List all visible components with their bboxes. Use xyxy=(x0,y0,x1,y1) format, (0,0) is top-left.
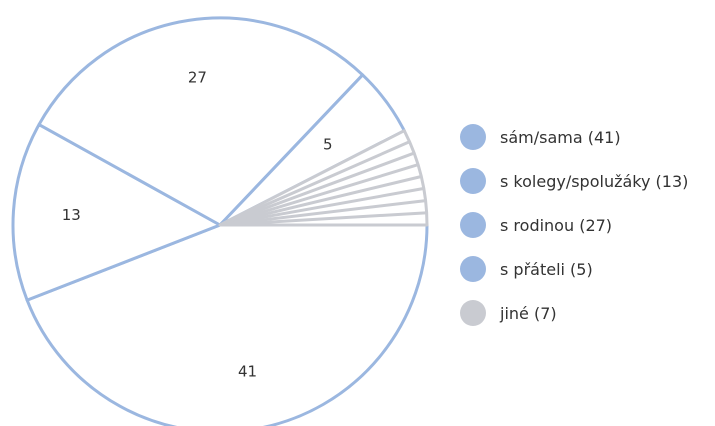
legend-swatch xyxy=(460,124,486,150)
pie-slice-jine-hatch xyxy=(219,175,421,227)
legend-item-s-kolegy: s kolegy/spolužáky (13) xyxy=(460,159,688,203)
pie-slice-s-kolegy xyxy=(11,123,222,302)
legend-item-jine: jiné (7) xyxy=(460,291,688,335)
pie-slice-jine-hatch xyxy=(219,199,425,227)
legend-label: s přáteli (5) xyxy=(500,259,593,279)
legend-swatch xyxy=(460,212,486,238)
legend-label: sám/sama (41) xyxy=(500,127,621,147)
legend-label: s kolegy/spolužáky (13) xyxy=(500,171,689,191)
legend-swatch xyxy=(460,300,486,326)
legend-swatch xyxy=(460,256,486,282)
pie-slice-s-rodinou xyxy=(37,16,365,227)
legend: sám/sama (41) s kolegy/spolužáky (13) s … xyxy=(460,115,688,335)
pie-slice-jine-hatch xyxy=(219,163,418,227)
legend-label: jiné (7) xyxy=(500,303,557,323)
slice-label-s-rodinou: 27 xyxy=(188,69,207,87)
pie-slice-jine-hatch xyxy=(219,187,424,227)
legend-label: s rodinou (27) xyxy=(500,215,613,235)
legend-item-s-prateli: s přáteli (5) xyxy=(460,247,688,291)
slice-label-s-prateli: 5 xyxy=(323,135,333,153)
legend-item-s-rodinou: s rodinou (27) xyxy=(460,203,688,247)
legend-item-sam-sama: sám/sama (41) xyxy=(460,115,688,159)
pie-slice-jine-hatch xyxy=(219,152,414,227)
pie-slice-jine-hatch xyxy=(219,211,426,227)
pie-slice-sam-sama xyxy=(25,223,429,426)
slice-label-sam-sama: 41 xyxy=(238,362,257,380)
legend-swatch xyxy=(460,168,486,194)
pie-slice-jine-hatch xyxy=(219,140,410,227)
slice-label-s-kolegy: 13 xyxy=(62,206,81,224)
